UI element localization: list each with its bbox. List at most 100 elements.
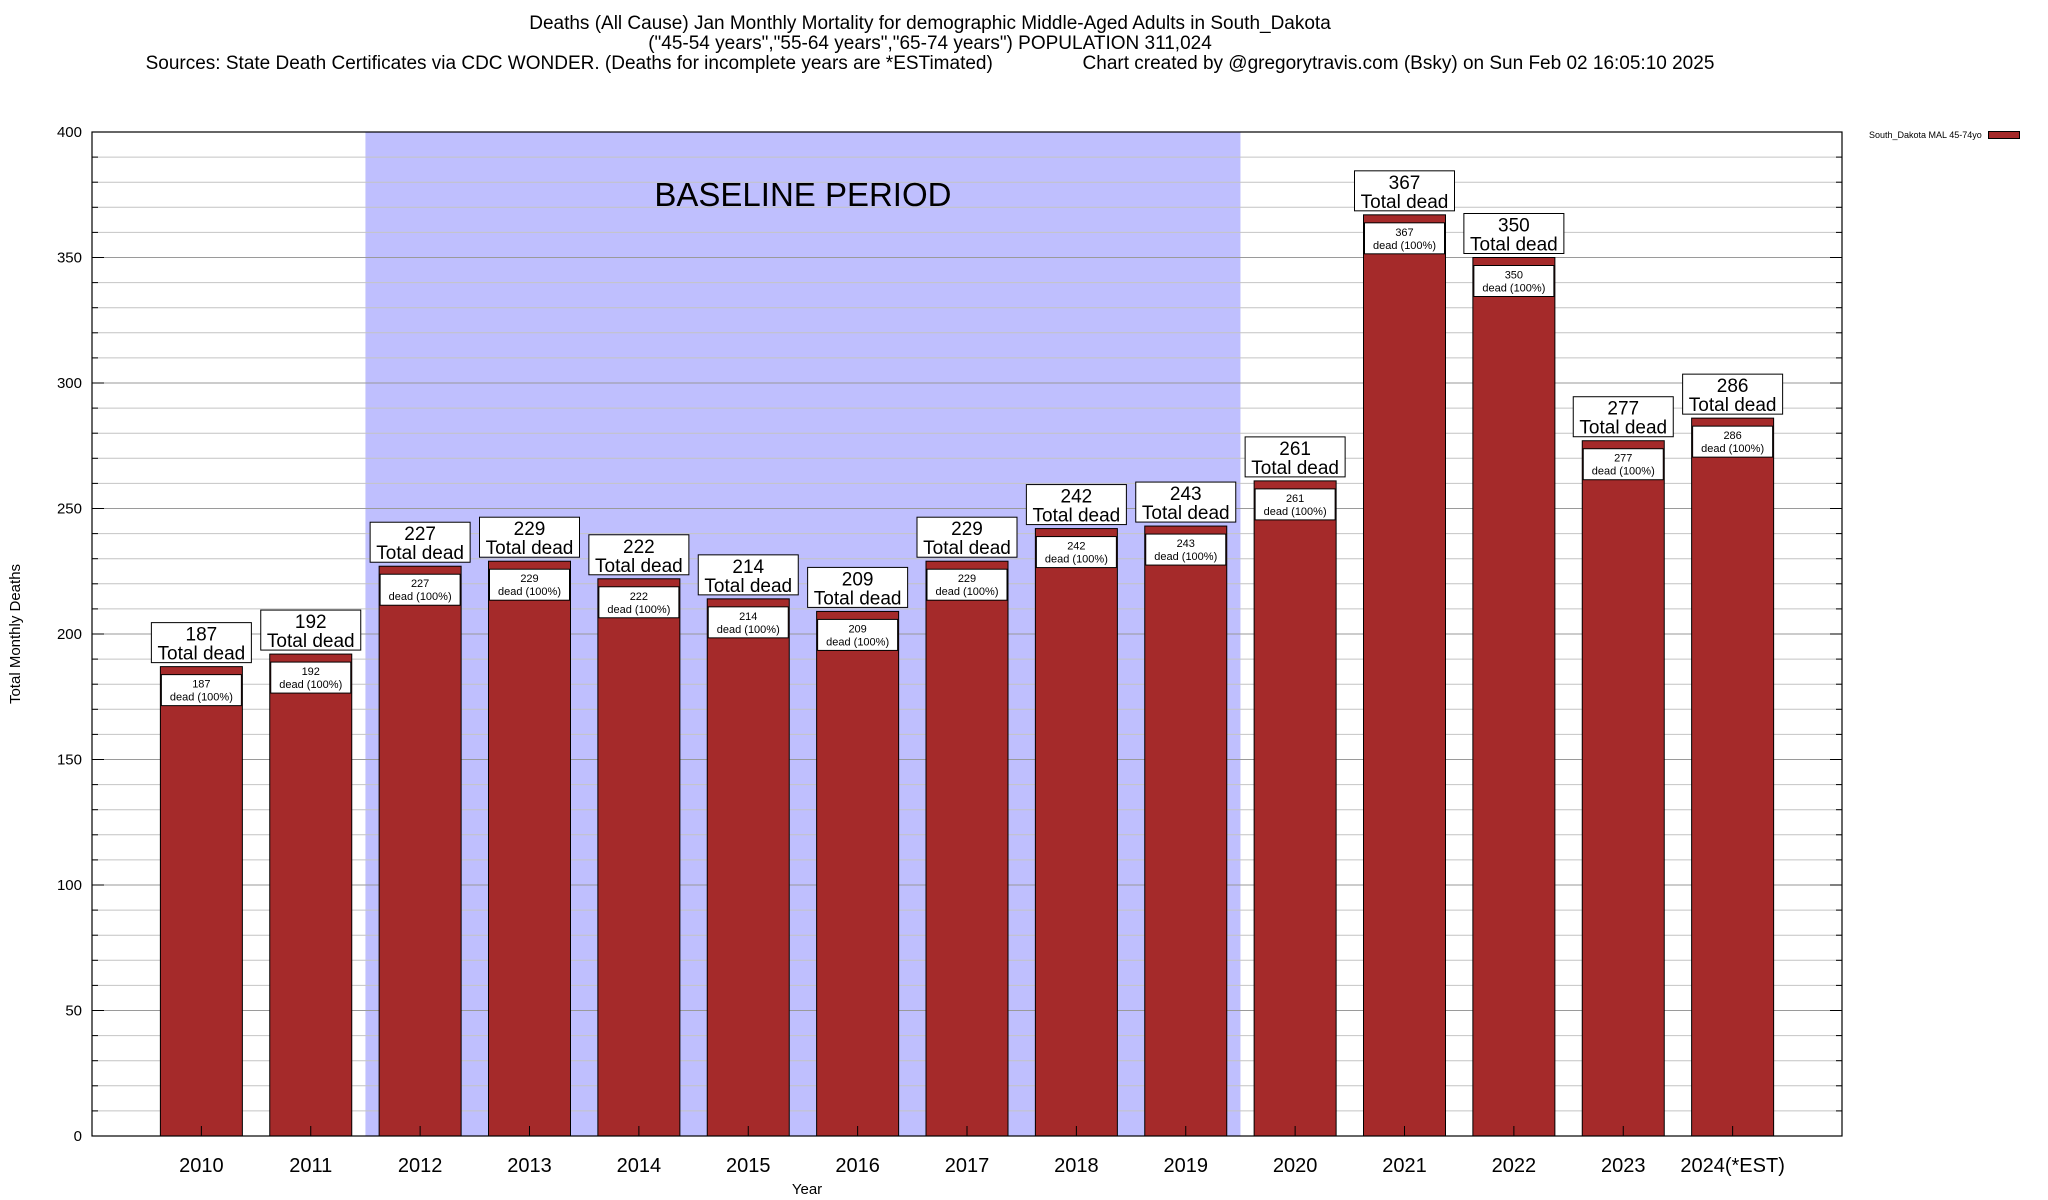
bar-inner-label-box (270, 661, 352, 694)
bar-inner-label-box (926, 568, 1008, 601)
bar (1363, 214, 1446, 1137)
x-tick-label: 2020 (1273, 1155, 1318, 1177)
bar-top-suffix: Total dead (923, 538, 1011, 559)
bar-inner-suffix: dead (100%) (170, 692, 233, 704)
legend-swatch (1987, 131, 2020, 139)
bar (1691, 417, 1775, 1137)
bar-inner-label-box (489, 568, 570, 601)
bar-inner-suffix: dead (100%) (1592, 466, 1655, 478)
bar-top-label-box (807, 566, 909, 608)
bar-top-value: 277 (1607, 399, 1639, 420)
bar-top-label-box (697, 554, 799, 596)
bar-top-suffix: Total dead (704, 576, 792, 597)
bar-inner-value: 227 (411, 578, 429, 590)
bar-top-suffix: Total dead (1251, 458, 1339, 479)
y-tick-label: 250 (57, 501, 82, 518)
bar-top-suffix: Total dead (1142, 503, 1230, 524)
bar-inner-suffix: dead (100%) (279, 679, 342, 691)
bar-inner-label-box (1473, 265, 1555, 297)
bar-inner-suffix: dead (100%) (1373, 240, 1436, 252)
bar-inner-suffix: dead (100%) (389, 591, 452, 603)
bar (1472, 257, 1556, 1137)
bar-inner-suffix: dead (100%) (717, 624, 780, 636)
bar-inner-label-box (379, 573, 461, 606)
bar (378, 565, 462, 1137)
chart-title: Deaths (All Cause) Jan Monthly Mortality… (529, 13, 1331, 34)
bar-top-suffix: Total dead (376, 543, 464, 564)
y-tick-label: 100 (57, 877, 82, 894)
bar-inner-label-box (598, 586, 680, 619)
bar-inner-suffix: dead (100%) (1045, 554, 1108, 566)
bar (1034, 528, 1118, 1137)
bar-top-label-box (1244, 436, 1346, 478)
bar-inner-suffix: dead (100%) (1264, 506, 1327, 518)
x-tick-label: 2015 (726, 1155, 771, 1177)
bar (597, 578, 681, 1137)
bar-top-label-box (588, 534, 690, 576)
bar-inner-label-box (1035, 536, 1117, 569)
y-tick-label: 350 (57, 250, 82, 267)
bar-top-suffix: Total dead (1579, 418, 1667, 439)
bar-top-label-box (1135, 481, 1237, 523)
bar-top-label-box (479, 516, 580, 558)
bar (159, 666, 243, 1137)
bar-top-suffix: Total dead (595, 556, 683, 577)
bar-inner-value: 286 (1723, 430, 1741, 442)
bar-inner-value: 192 (302, 666, 320, 678)
x-tick-label: 2023 (1601, 1155, 1646, 1177)
y-axis-label: Total Monthly Deaths (7, 564, 24, 704)
bar-inner-suffix: dead (100%) (1701, 443, 1764, 455)
bar-top-suffix: Total dead (158, 644, 246, 665)
bar (488, 560, 571, 1137)
x-tick-label: 2021 (1382, 1155, 1427, 1177)
baseline-label: BASELINE PERIOD (654, 176, 951, 213)
bar (1253, 480, 1337, 1137)
bar-top-label-box (1354, 170, 1455, 212)
x-tick-label: 2010 (179, 1155, 224, 1177)
bar-top-value: 187 (186, 625, 218, 646)
bar-top-value: 229 (951, 519, 983, 540)
bar-top-suffix: Total dead (1470, 235, 1558, 256)
bar-top-value: 229 (514, 519, 546, 540)
bar-top-value: 227 (404, 524, 436, 545)
x-tick-label: 2012 (398, 1155, 443, 1177)
bar-inner-value: 261 (1286, 493, 1304, 505)
chart-title-block: Deaths (All Cause) Jan Monthly Mortality… (0, 14, 1860, 74)
x-tick-label: 2011 (289, 1155, 332, 1177)
bar-inner-label-box (817, 618, 899, 651)
bar-top-label-box (916, 516, 1018, 558)
bar-inner-value: 277 (1614, 453, 1632, 465)
bar (269, 653, 353, 1137)
y-tick-label: 300 (57, 375, 82, 392)
bar-top-label-box (1463, 213, 1565, 254)
bar-top-label-box (1682, 373, 1784, 415)
chart-source-line: Sources: State Death Certificates via CD… (145, 53, 1715, 74)
x-tick-label: 2019 (1164, 1155, 1209, 1177)
bar-top-value: 261 (1279, 439, 1311, 460)
bar (1581, 440, 1665, 1137)
bar-inner-suffix: dead (100%) (1154, 551, 1217, 563)
bar-top-label-box (369, 521, 471, 563)
bar-top-suffix: Total dead (1689, 395, 1777, 416)
bar-inner-value: 209 (848, 623, 866, 635)
bar-top-value: 222 (623, 537, 655, 558)
bar-inner-value: 229 (958, 573, 976, 585)
bar-inner-label-box (160, 674, 242, 707)
y-tick-label: 50 (65, 1003, 82, 1020)
x-tick-label: 2013 (507, 1155, 552, 1177)
bar-top-value: 286 (1717, 376, 1749, 397)
bar (816, 610, 900, 1137)
x-tick-label: 2024(*EST) (1680, 1155, 1785, 1177)
y-tick-label: 400 (57, 124, 82, 141)
bar-inner-label-box (1582, 448, 1664, 481)
bar-top-value: 192 (295, 612, 327, 633)
bar-top-suffix: Total dead (267, 631, 355, 652)
chart-subtitle: ("45-54 years","55-64 years","65-74 year… (648, 33, 1212, 54)
x-tick-label: 2014 (617, 1155, 662, 1177)
bar-inner-suffix: dead (100%) (936, 586, 999, 598)
bar-top-suffix: Total dead (814, 588, 902, 609)
legend-label: South_Dakota MAL 45-74yo (1869, 130, 1982, 140)
bar (925, 560, 1009, 1137)
bar-top-label-box (1025, 484, 1127, 526)
